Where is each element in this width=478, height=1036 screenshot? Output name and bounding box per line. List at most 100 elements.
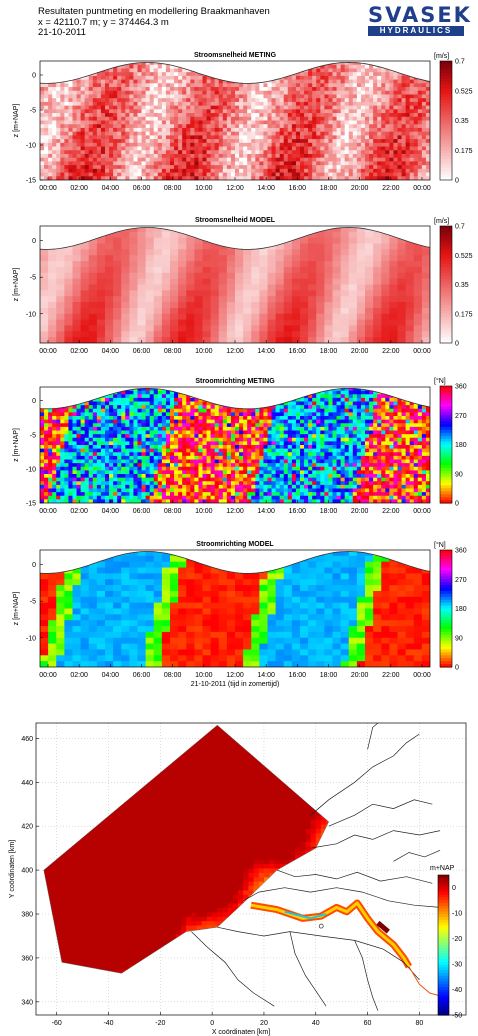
x-tick-label: 20 xyxy=(260,1020,268,1027)
x-tick-label: 06:00 xyxy=(133,185,151,192)
x-tick-label: 06:00 xyxy=(133,672,151,679)
model-domain-outline xyxy=(43,724,330,974)
x-tick-label: 06:00 xyxy=(133,508,151,515)
x-tick-label: 04:00 xyxy=(102,348,120,355)
colorbar-tick-label: 0.175 xyxy=(455,311,473,318)
y-tick-label: 460 xyxy=(21,736,33,743)
coastline xyxy=(328,799,433,827)
x-tick-label: 04:00 xyxy=(102,508,120,515)
header-coordinates: x = 42110.7 m; y = 374464.3 m xyxy=(38,16,169,28)
chart-title: Stroomsnelheid MODEL xyxy=(195,217,276,224)
coastline xyxy=(310,830,441,849)
y-tick-label: -5 xyxy=(30,599,36,606)
coastline xyxy=(276,869,433,884)
x-tick-label: 12:00 xyxy=(226,672,244,679)
coastline xyxy=(393,849,441,862)
x-tick-label: 16:00 xyxy=(289,348,307,355)
y-tick-label: 0 xyxy=(32,562,36,569)
x-tick-label: 80 xyxy=(415,1020,423,1027)
colorbar-tick-label: -40 xyxy=(452,987,462,994)
x-tick-label: 18:00 xyxy=(320,185,338,192)
colorbar-tick-label: 0.525 xyxy=(455,253,473,260)
y-tick-label: 340 xyxy=(21,999,33,1006)
colorbar: [m/s] 0.7 0.525 0.35 0.175 0 xyxy=(434,218,473,348)
x-tick-label: 08:00 xyxy=(164,508,182,515)
x-tick-label: 22:00 xyxy=(382,508,400,515)
colorbar-unit: [°N] xyxy=(434,541,446,549)
logo-text-bottom: HYDRAULICS xyxy=(368,26,464,36)
chart-title: Stroomrichting MODEL xyxy=(196,541,274,548)
y-tick-label: 380 xyxy=(21,912,33,919)
x-tick-label: 18:00 xyxy=(320,348,338,355)
coastline xyxy=(191,931,275,1007)
y-tick-label: 440 xyxy=(21,780,33,787)
coastline xyxy=(354,940,379,1011)
water-surface-line xyxy=(39,551,431,574)
x-tick-label: 16:00 xyxy=(289,508,307,515)
x-tick-label: 02:00 xyxy=(70,672,88,679)
x-tick-label: 22:00 xyxy=(382,185,400,192)
colorbar-tick-label: -20 xyxy=(452,936,462,943)
header-date: 21-10-2011 xyxy=(38,27,86,38)
water-surface-line xyxy=(39,61,431,84)
colorbar-tick-label: 0.7 xyxy=(455,59,465,66)
x-tick-label: 20:00 xyxy=(351,185,369,192)
chart-panel-4: Stroomrichting MODEL 00:00 02:00 04:00 06:00… xyxy=(13,541,467,688)
colorbar-tick-label: 0 xyxy=(455,501,459,508)
y-tick-label: -15 xyxy=(26,178,36,185)
y-tick-label: -10 xyxy=(26,635,36,642)
x-tick-label: 18:00 xyxy=(320,508,338,515)
colorbar-unit: [°N] xyxy=(434,377,446,385)
x-tick-label: 12:00 xyxy=(226,348,244,355)
x-tick-label: 04:00 xyxy=(102,672,120,679)
coastline xyxy=(367,722,379,750)
colorbar-tick-label: -10 xyxy=(452,911,462,918)
water-surface-line xyxy=(39,388,431,410)
x-tick-label: 10:00 xyxy=(195,348,213,355)
colorbar: [°N] 360 270 180 90 0 xyxy=(434,541,467,672)
y-axis-label: z [m+NAP] xyxy=(13,428,20,462)
colorbar-tick-label: 360 xyxy=(455,384,467,391)
x-tick-label: 20:00 xyxy=(351,508,369,515)
colorbar-tick-label: 0.35 xyxy=(455,282,469,289)
colorbar: [°N] 360 270 180 90 0 xyxy=(434,377,467,508)
x-tick-label: 10:00 xyxy=(195,185,213,192)
axes-frame xyxy=(35,722,467,1016)
x-tick-label: 04:00 xyxy=(102,185,120,192)
x-tick-label: 14:00 xyxy=(257,185,275,192)
colorbar-tick-label: 270 xyxy=(455,413,467,420)
x-tick-label: 16:00 xyxy=(289,672,307,679)
colorbar-tick-label: 270 xyxy=(455,577,467,584)
x-tick-label: 20:00 xyxy=(351,348,369,355)
colorbar-tick-label: 0 xyxy=(455,341,459,348)
x-tick-label: 14:00 xyxy=(257,672,275,679)
x-tick-label: 00:00 xyxy=(39,508,57,515)
x-tick-label: 02:00 xyxy=(70,185,88,192)
colorbar-unit: [m/s] xyxy=(434,53,449,60)
colorbar-tick-label: 90 xyxy=(455,635,463,642)
measurement-point xyxy=(318,923,324,929)
x-tick-label: 22:00 xyxy=(382,348,400,355)
coastline xyxy=(289,931,327,1007)
x-tick-label: 08:00 xyxy=(164,348,182,355)
x-tick-label: 02:00 xyxy=(70,508,88,515)
x-tick-label: 0 xyxy=(210,1020,214,1027)
y-tick-label: 400 xyxy=(21,868,33,875)
colorbar-tick-label: 0.175 xyxy=(455,148,473,155)
x-tick-label: 08:00 xyxy=(164,185,182,192)
coastline xyxy=(217,926,420,981)
y-tick-label: -5 xyxy=(30,432,36,439)
x-tick-label: 14:00 xyxy=(257,348,275,355)
header-title: Resultaten puntmeting en modellering Bra… xyxy=(38,6,270,17)
colorbar-tick-label: 0 xyxy=(455,178,459,185)
chart-panel-1: Stroomsnelheid METING 00:00 02:00 04:00 06:0… xyxy=(13,52,473,192)
x-tick-label: 00:00 xyxy=(413,348,431,355)
heatmap-cells xyxy=(40,62,430,180)
colorbar-tick-label: 360 xyxy=(455,548,467,555)
x-axis-label: 21-10-2011 (tijd in zomertijd) xyxy=(191,681,280,688)
colorbar-tick-label: 90 xyxy=(455,471,463,478)
x-tick-label: 00:00 xyxy=(39,672,57,679)
x-tick-label: 00:00 xyxy=(413,672,431,679)
x-tick-label: 10:00 xyxy=(195,672,213,679)
y-tick-label: 0 xyxy=(32,73,36,80)
